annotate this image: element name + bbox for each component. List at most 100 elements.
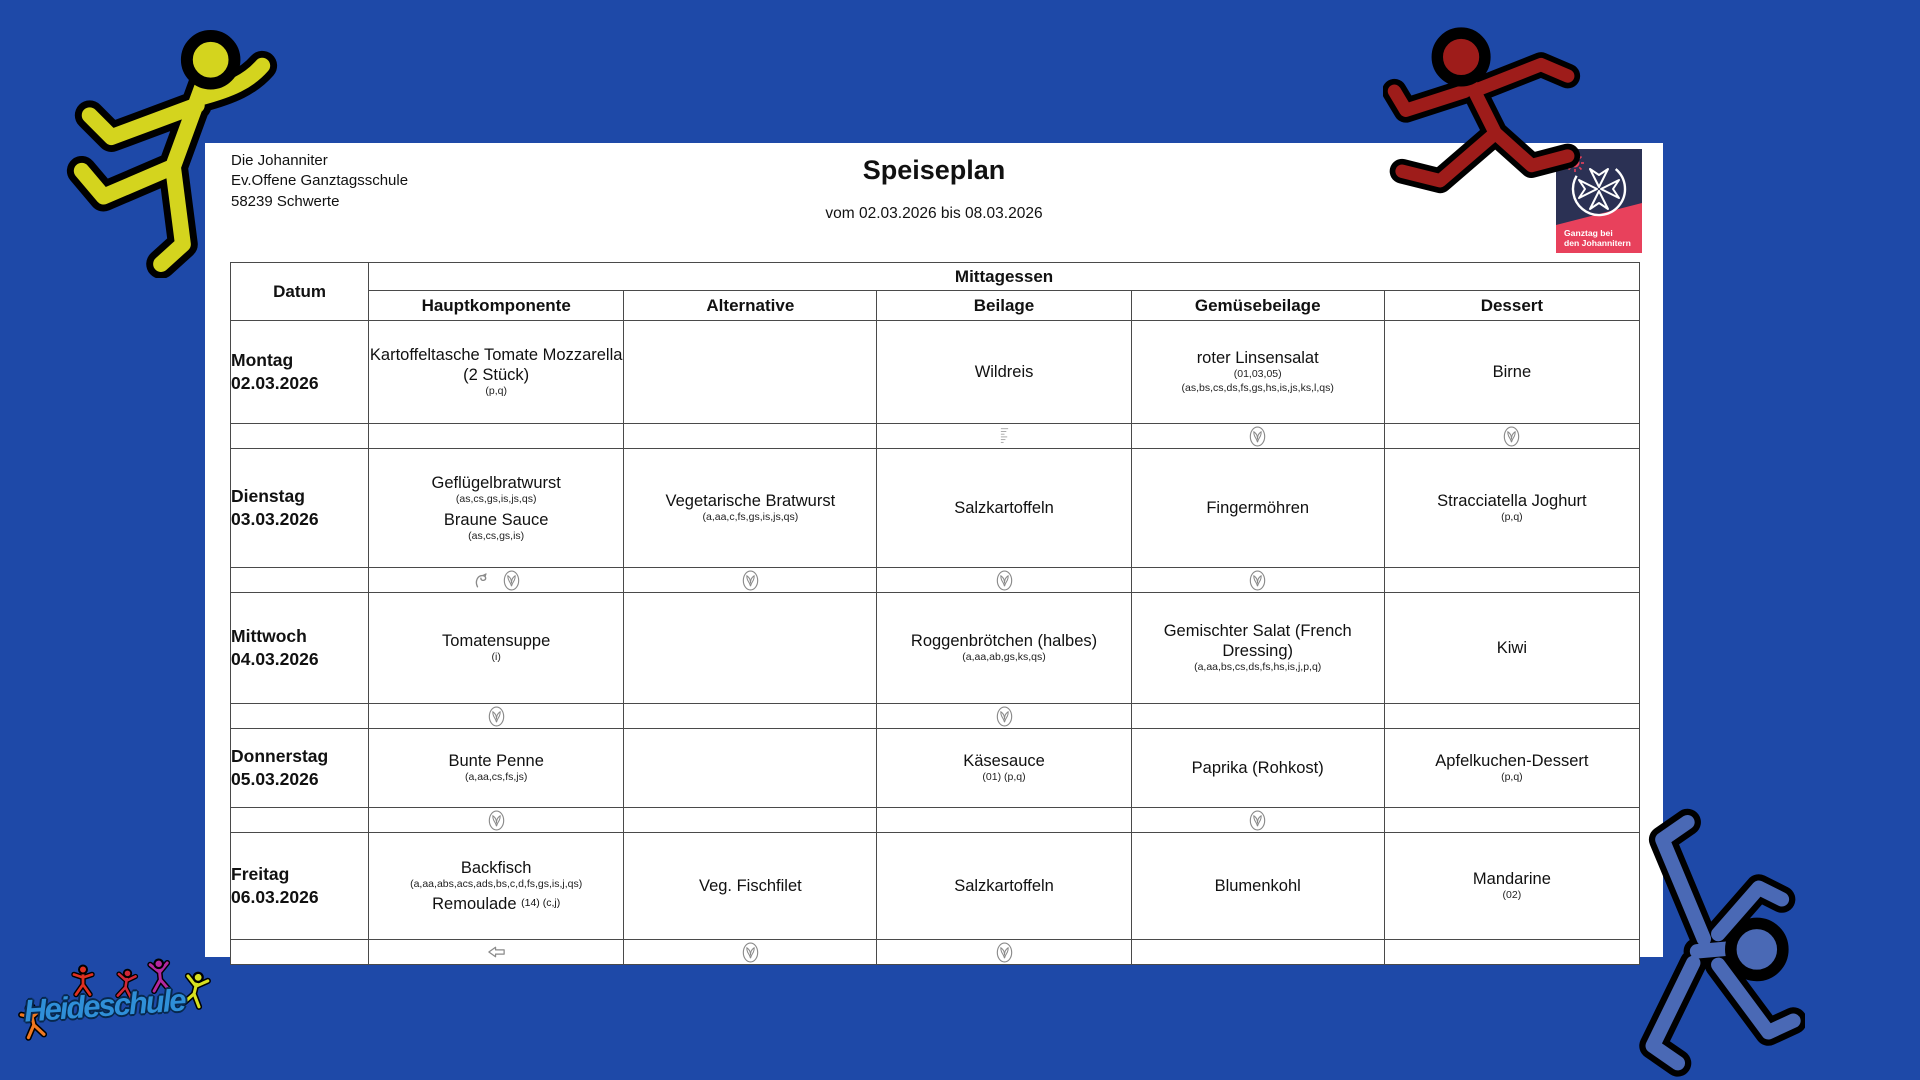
organisation-address: Die Johanniter Ev.Offene Ganztagsschule … (231, 151, 408, 212)
diet-icon-row (229, 939, 1641, 965)
menu-day-row: Dienstag 03.03.2026 Geflügelbratwurst (as,c… (229, 448, 1641, 568)
dish-cell (623, 728, 878, 808)
icon-slot (1130, 423, 1385, 449)
dish-cell: Apfelkuchen-Dessert (p,q) (1383, 728, 1641, 808)
allergen-codes: (p,q) (485, 385, 507, 398)
dish-cell: Gemischter Salat (French Dressing) (a,aa,… (1130, 592, 1385, 704)
date-label: 02.03.2026 (231, 373, 319, 393)
day-label: Montag (231, 350, 294, 371)
icon-slot (1383, 703, 1641, 729)
org-line: 58239 Schwerte (231, 192, 340, 210)
dish-name: Blumenkohl (1214, 876, 1301, 895)
veg-icon (503, 569, 520, 591)
heideschule-logo: Heideschule (16, 956, 246, 1076)
date-label: 05.03.2026 (231, 769, 319, 789)
icon-slot (368, 423, 625, 449)
icon-slot (368, 567, 625, 593)
dish-name: Gemischter Salat (French Dressing) (1163, 622, 1352, 661)
dish-cell: Wildreis (876, 320, 1132, 424)
menu-day-row: Mittwoch 04.03.2026 Tomatensuppe (i) Roggenb… (229, 592, 1641, 704)
org-line: Die Johanniter (231, 152, 328, 169)
column-header-beilage: Beilage (876, 290, 1132, 321)
allergen-codes: (a,aa,c,fs,gs,is,js,qs) (702, 511, 799, 524)
date-cell: Freitag 06.03.2026 (229, 832, 370, 940)
logo-caption-line1: Ganztag bei (1564, 228, 1613, 238)
dish-cell: Stracciatella Joghurt (p,q) (1383, 448, 1641, 568)
fine-print-icon (999, 426, 1010, 446)
date-icon-slot (229, 807, 370, 833)
dish-name: Backfisch (460, 858, 532, 877)
dish-name: Braune Sauce (443, 510, 549, 529)
allergen-codes: (01,03,05) (1233, 368, 1282, 381)
allergen-codes: (a,aa,cs,fs,js) (464, 771, 528, 784)
icon-slot (1383, 939, 1641, 965)
dish-name: roter Linsensalat (1196, 349, 1319, 368)
day-label: Dienstag (231, 486, 305, 507)
icon-slot (876, 423, 1132, 449)
dish-cell: Geflügelbratwurst (as,cs,gs,is,js,qs) Brau… (368, 448, 625, 568)
allergen-codes: (a,aa,bs,cs,ds,fs,hs,is,j,p,q) (1194, 661, 1322, 674)
dish-name: Tomatensuppe (442, 632, 551, 651)
veg-icon (1249, 569, 1266, 591)
date-range: vom 02.03.2026 bis 08.03.2026 (825, 205, 1043, 222)
veg-icon (996, 941, 1013, 963)
fish-arrow-icon (486, 944, 507, 960)
dish-name: Kartoffeltasche Tomate Mozzarella (2 Stü… (369, 346, 623, 385)
dish-cell: Birne (1383, 320, 1641, 424)
menu-day-row: Donnerstag 05.03.2026 Bunte Penne (a,aa,cs,… (229, 728, 1641, 808)
haring-figure-red (1383, 27, 1581, 194)
johanniter-cross-icon (1578, 168, 1620, 210)
logo-caption-line2: den Johannitern (1564, 238, 1631, 248)
allergen-codes: (p,q) (1501, 771, 1523, 784)
icon-slot (1130, 703, 1385, 729)
veg-icon (488, 809, 505, 831)
icon-slot (1130, 567, 1385, 593)
date-icon-slot (229, 703, 370, 729)
icon-slot (1130, 939, 1385, 965)
haring-figure-blue (1639, 808, 1805, 1077)
column-header-gemuesebeilage: Gemüsebeilage (1130, 290, 1385, 321)
allergen-codes: (01) (p,q) (982, 771, 1026, 784)
column-header-alternative: Alternative (623, 290, 878, 321)
allergen-codes: (as,bs,cs,ds,fs,gs,hs,is,js,ks,l,qs) (1181, 382, 1334, 395)
diet-icon-row (229, 423, 1641, 449)
dish-name: Salzkartoffeln (954, 876, 1054, 895)
mealplan-table: Datum Mittagessen Hauptkomponente Altern… (229, 262, 1641, 965)
dish-allergen-suffix: (14) (c,j) (521, 897, 561, 910)
allergen-codes: (02) (1502, 889, 1522, 902)
date-icon-slot (229, 939, 370, 965)
icon-slot (368, 807, 625, 833)
icon-slot (1383, 567, 1641, 593)
menu-body: Montag 02.03.2026 Kartoffeltasche Tomate M… (229, 320, 1641, 965)
dish-cell: Vegetarische Bratwurst (a,aa,c,fs,gs,is,j… (623, 448, 878, 568)
veg-icon (1249, 425, 1266, 447)
dish-cell: Salzkartoffeln (876, 448, 1132, 568)
veg-icon (996, 569, 1013, 591)
diet-icon-row (229, 567, 1641, 593)
icon-slot (876, 703, 1132, 729)
icon-slot (623, 567, 878, 593)
icon-slot (368, 703, 625, 729)
dish-name: Veg. Fischfilet (698, 876, 802, 895)
dish-name: Wildreis (974, 362, 1034, 381)
icon-slot (1130, 807, 1385, 833)
dish-cell: Bunte Penne (a,aa,cs,fs,js) (368, 728, 625, 808)
icon-slot (876, 939, 1132, 965)
dish-cell: Mandarine (02) (1383, 832, 1641, 940)
column-header-hauptkomponente: Hauptkomponente (368, 290, 625, 321)
icon-slot (623, 703, 878, 729)
group-header-mittagessen: Mittagessen (368, 262, 1640, 291)
allergen-codes: (a,aa,abs,acs,ads,bs,c,d,fs,gs,is,j,qs) (410, 877, 583, 890)
allergen-codes: (p,q) (1501, 511, 1523, 524)
icon-slot (623, 423, 878, 449)
dish-cell: Käsesauce (01) (p,q) (876, 728, 1132, 808)
dish-name: Apfelkuchen-Dessert (1435, 752, 1589, 771)
dish-name: Kiwi (1496, 638, 1528, 657)
dish-cell: Paprika (Rohkost) (1130, 728, 1385, 808)
mini-figure-crimson-icon (115, 968, 139, 1000)
icon-slot (1383, 423, 1641, 449)
menu-day-row: Freitag 06.03.2026 Backfisch (a,aa,abs,acs,… (229, 832, 1641, 940)
day-label: Mittwoch (231, 626, 307, 647)
icon-slot (876, 567, 1132, 593)
